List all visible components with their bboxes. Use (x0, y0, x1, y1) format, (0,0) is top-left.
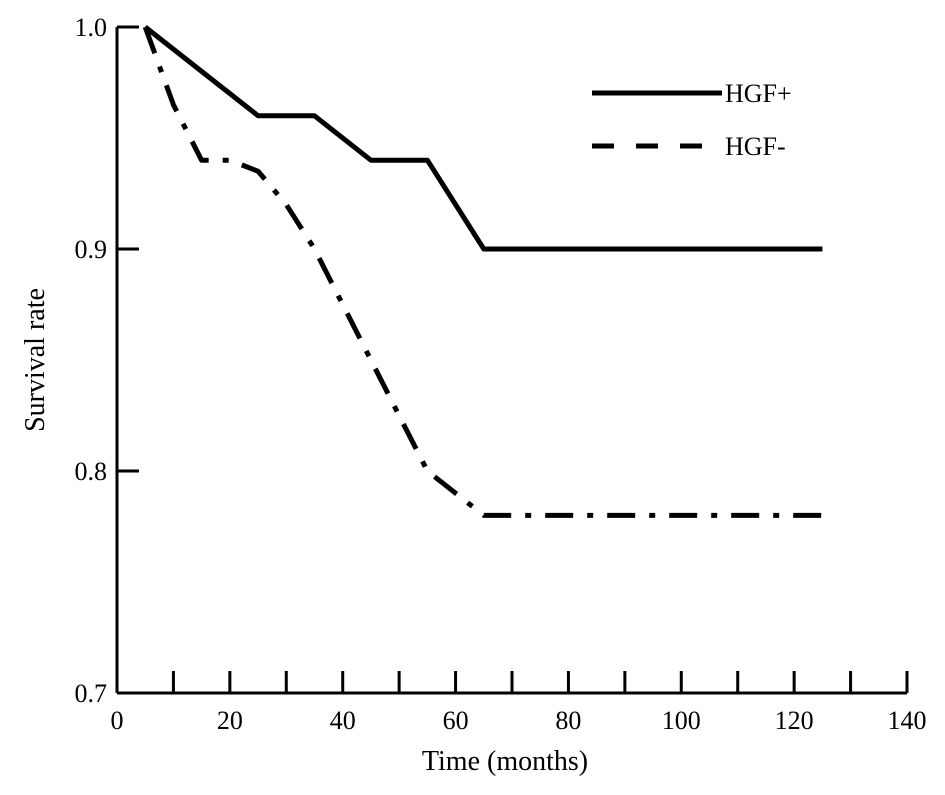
x-tick-label: 40 (330, 706, 356, 735)
y-tick-label: 0.8 (75, 457, 108, 486)
legend: HGF+ HGF- (592, 79, 792, 161)
tick-labels: 0 20 40 60 80 100 120 140 0.7 0.8 0.9 1.0 (75, 13, 927, 735)
x-tick-label: 120 (775, 706, 814, 735)
tick-marks (117, 25, 909, 693)
y-tick-label: 0.7 (75, 679, 108, 708)
legend-label: HGF+ (725, 79, 792, 108)
series-line-hgf- (143, 25, 823, 252)
series-line-hgf- (142, 26, 823, 518)
series-lines (142, 25, 823, 518)
x-tick-label: 0 (111, 706, 124, 735)
y-tick-label: 1.0 (75, 13, 108, 42)
x-tick-label: 80 (555, 706, 581, 735)
y-tick-label: 0.9 (75, 235, 108, 264)
x-tick-label: 20 (217, 706, 243, 735)
x-tick-label: 100 (662, 706, 701, 735)
x-axis-title: Time (months) (422, 746, 588, 777)
y-axis-title: Survival rate (20, 288, 51, 432)
axes (115, 27, 907, 695)
x-tick-label: 140 (888, 706, 927, 735)
legend-label: HGF- (725, 132, 786, 161)
x-tick-label: 60 (443, 706, 469, 735)
